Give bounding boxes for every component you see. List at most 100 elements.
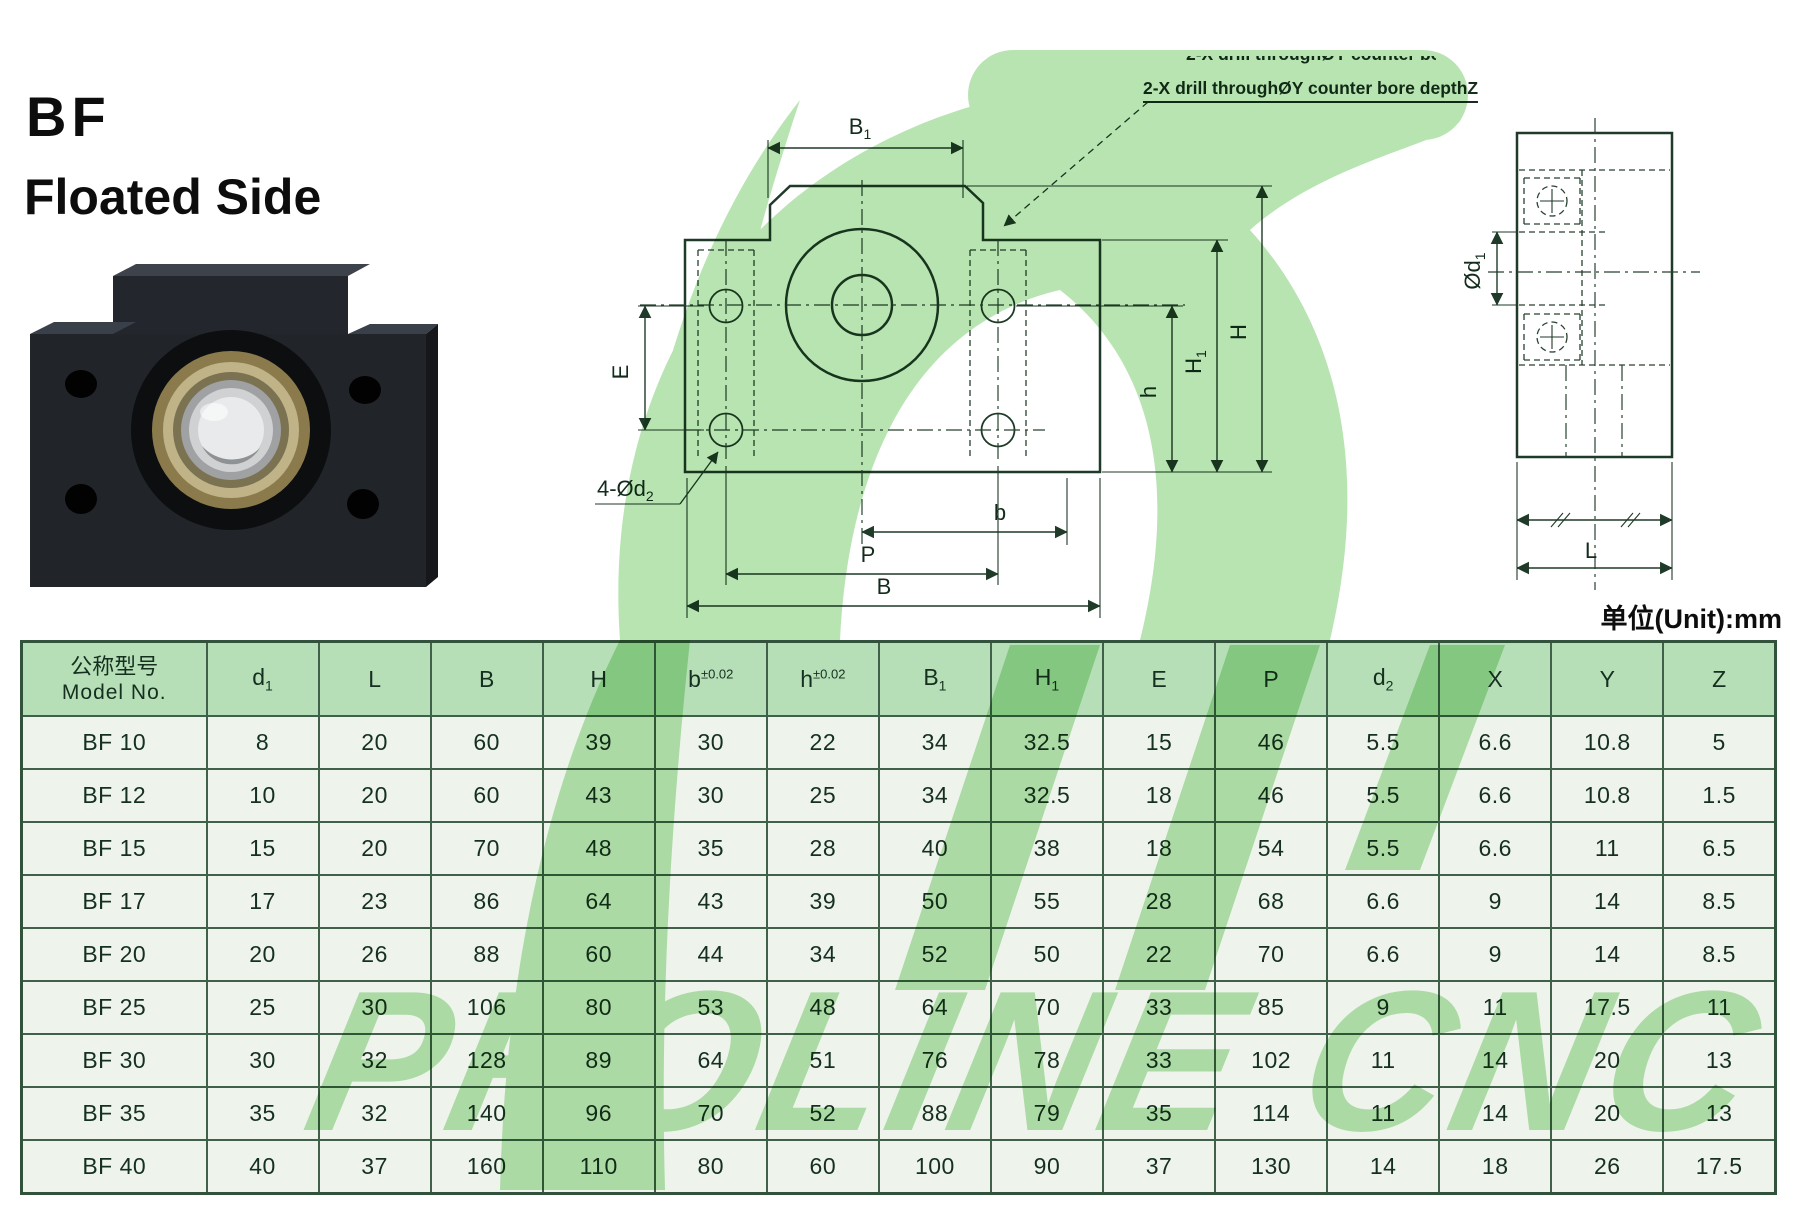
mounting-holes (65, 370, 381, 519)
table-cell: 34 (877, 768, 992, 823)
column-header: L (317, 640, 432, 717)
table-cell: 5 (1662, 715, 1777, 770)
table-cell: 60 (541, 927, 656, 982)
table-row: BF 15 15 20 70 48 35 28 40 38 18 54 5.5 6.6 11 6.5 (20, 821, 1777, 876)
table-cell: 128 (429, 1033, 544, 1088)
table-cell: 51 (765, 1033, 880, 1088)
column-label: h (800, 665, 814, 692)
table-cell: 88 (429, 927, 544, 982)
technical-drawing: E B1 h H1 H b P B 4-Ød2 (595, 101, 1700, 618)
table-cell: 14 (1438, 1033, 1553, 1088)
table-cell: 13 (1662, 1033, 1777, 1088)
table-cell: 55 (989, 874, 1105, 929)
table-cell: 114 (1214, 1086, 1329, 1141)
table-cell: 34 (877, 715, 992, 770)
column-subscript: 2 (1385, 677, 1394, 694)
table-cell: 80 (653, 1139, 768, 1195)
table-cell: 46 (1214, 715, 1329, 770)
column-header: B (429, 640, 544, 717)
table-cell: 79 (989, 1086, 1105, 1141)
column-label: B (923, 664, 939, 691)
column-header: b±0.02 (653, 640, 768, 717)
column-label: H (590, 665, 608, 692)
table-cell: 30 (653, 715, 768, 770)
page-title: BF (26, 85, 111, 148)
model-cell: BF 30 (20, 1033, 208, 1088)
table-cell: 11 (1662, 980, 1777, 1035)
table-cell: 35 (653, 821, 768, 876)
column-subscript: 1 (938, 677, 947, 694)
table-cell: 11 (1326, 1086, 1441, 1141)
table-cell: 6.6 (1326, 927, 1441, 982)
column-label: E (1151, 665, 1167, 692)
front-view: E B1 h H1 H b P B 4-Ød2 (595, 101, 1272, 618)
table-cell: 80 (541, 980, 656, 1035)
table-cell: 38 (989, 821, 1105, 876)
table-cell: 70 (653, 1086, 768, 1141)
column-label: Z (1712, 665, 1727, 692)
table-cell: 43 (541, 768, 656, 823)
unit-label: 单位(Unit):mm (1600, 604, 1782, 634)
spec-table-body: BF 10 8 20 60 39 30 22 34 32.5 15 46 5.5 6.6 10.8 5 BF … (20, 715, 1777, 1195)
column-label: d (252, 664, 266, 691)
dim-label-B1: B1 (849, 114, 872, 142)
table-cell: 32.5 (989, 715, 1105, 770)
table-row: BF 35 35 32 140 96 70 52 88 79 35 114 11 14 20 13 (20, 1086, 1777, 1141)
table-cell: 100 (877, 1139, 992, 1195)
table-cell: 22 (765, 715, 880, 770)
side-view: Ød1 L (1460, 118, 1700, 590)
table-row: BF 30 30 32 128 89 64 51 76 78 33 102 11 14 20 13 (20, 1033, 1777, 1088)
table-cell: 90 (989, 1139, 1105, 1195)
table-cell: 54 (1214, 821, 1329, 876)
dim-label-P: P (861, 542, 876, 567)
column-label: P (1263, 665, 1279, 692)
table-cell: 102 (1214, 1033, 1329, 1088)
table-cell: 64 (877, 980, 992, 1035)
table-cell: 30 (205, 1033, 320, 1088)
dim-label-E: E (608, 365, 633, 380)
table-cell: 68 (1214, 874, 1329, 929)
table-cell: 35 (205, 1086, 320, 1141)
table-cell: 50 (989, 927, 1105, 982)
table-cell: 78 (989, 1033, 1105, 1088)
table-cell: 11 (1550, 821, 1665, 876)
hole-callout: 4-Ød2 (597, 476, 654, 504)
column-tolerance: ±0.02 (813, 665, 846, 681)
table-cell: 6.6 (1438, 768, 1553, 823)
table-cell: 11 (1438, 980, 1553, 1035)
table-cell: 6.6 (1326, 874, 1441, 929)
table-cell: 9 (1438, 927, 1553, 982)
table-cell: 14 (1550, 927, 1665, 982)
table-cell: 8.5 (1662, 874, 1777, 929)
model-cell: BF 25 (20, 980, 208, 1035)
table-cell: 6.6 (1438, 821, 1553, 876)
table-cell: 5.5 (1326, 821, 1441, 876)
dim-label-H: H (1226, 324, 1251, 340)
column-label: B (478, 665, 495, 692)
table-cell: 15 (205, 821, 320, 876)
table-cell: 60 (765, 1139, 880, 1195)
table-cell: 48 (765, 980, 880, 1035)
page-subtitle: Floated Side (24, 169, 322, 225)
table-cell: 28 (1101, 874, 1217, 929)
table-cell: 40 (205, 1139, 320, 1195)
table-cell: 22 (1101, 927, 1217, 982)
table-cell: 64 (653, 1033, 768, 1088)
table-cell: 89 (541, 1033, 656, 1088)
table-cell: 60 (429, 768, 544, 823)
table-cell: 52 (765, 1086, 880, 1141)
table-cell: 9 (1438, 874, 1553, 929)
table-row: BF 12 10 20 60 43 30 25 34 32.5 18 46 5.5 6.6 10.8 1.5 (20, 768, 1777, 823)
table-cell: 48 (541, 821, 656, 876)
table-cell: 34 (765, 927, 880, 982)
column-label: b (688, 665, 701, 692)
table-cell: 39 (765, 874, 880, 929)
product-photo (30, 264, 438, 587)
column-header: d1 (205, 640, 320, 717)
table-cell: 6.6 (1438, 715, 1553, 770)
table-cell: 53 (653, 980, 768, 1035)
table-cell: 13 (1662, 1086, 1777, 1141)
column-header: E (1101, 640, 1217, 717)
